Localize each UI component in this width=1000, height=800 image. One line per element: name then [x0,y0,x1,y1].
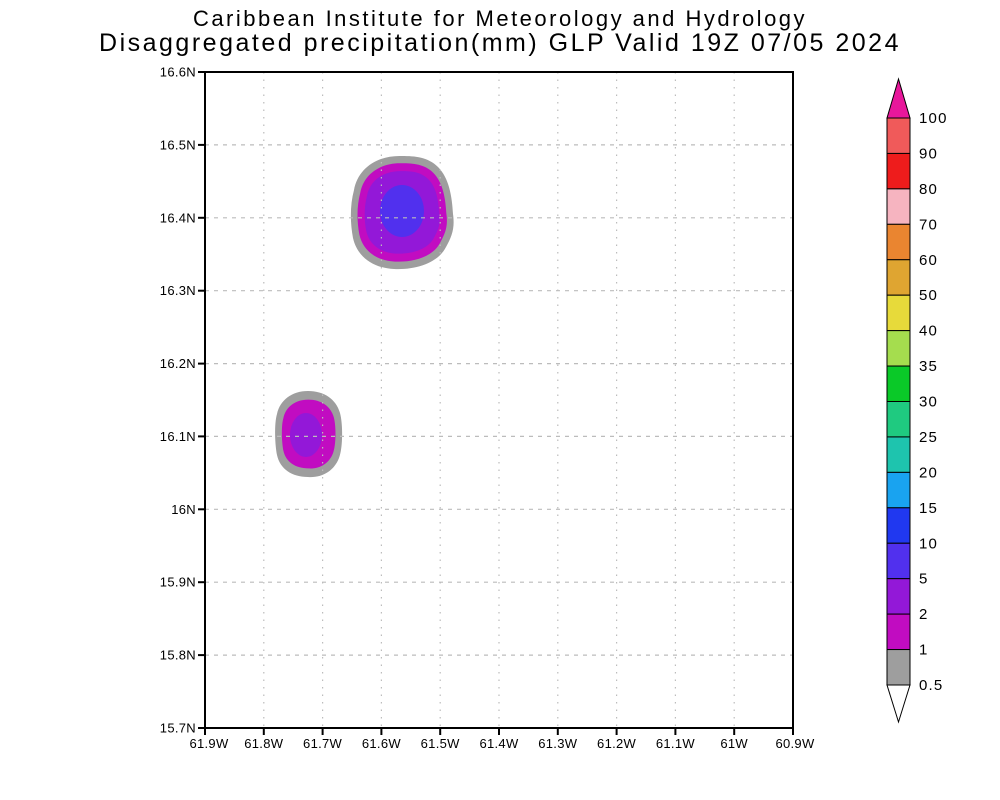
colorbar-segment [886,507,911,544]
chart-title: Caribbean Institute for Meteorology and … [192,6,808,31]
colorbar-segment [886,613,911,651]
colorbar-label: 5 [919,571,929,588]
contour-5mm [380,185,424,237]
precip-cell-north [350,155,454,270]
colorbar-arrow-below [886,684,911,724]
lon-tick-label: 61.2W [597,736,637,751]
lon-tick-label: 61.4W [479,736,519,751]
colorbar-segment [886,436,911,473]
colorbar-labels: 100 90 80 70 60 50 40 35 30 25 20 15 10 … [919,110,948,694]
colorbar-label: 2 [919,606,929,623]
colorbar-segment [886,188,911,225]
lon-tick-label: 60.9W [775,736,815,751]
colorbar-segment [886,259,911,296]
lat-tick-label: 16N [171,502,196,517]
axis-ticks [198,71,794,735]
colorbar-label: 90 [919,145,938,162]
contour-2mm [290,413,322,457]
grid-lines [205,72,793,728]
colorbar-label: 10 [919,535,938,552]
lon-axis-labels: 61.9W 61.8W 61.7W 61.6W 61.5W 61.4W 61.3… [189,736,815,751]
colorbar-segment [886,117,911,154]
chart-subtitle: Disaggregated precipitation(mm) GLP Vali… [99,29,901,57]
lon-tick-label: 61.6W [362,736,402,751]
colorbar-arrow-above [886,77,911,119]
colorbar-segment [886,294,911,332]
colorbar [886,77,911,724]
colorbar-label: 20 [919,464,938,481]
lat-tick-label: 16.5N [160,137,196,152]
colorbar-segment [886,365,911,402]
lon-tick-label: 61.8W [244,736,284,751]
lat-tick-label: 16.1N [160,429,196,444]
colorbar-segment [886,330,911,367]
colorbar-label: 50 [919,287,938,304]
colorbar-segment [886,578,911,615]
colorbar-label: 25 [919,429,938,446]
colorbar-label: 80 [919,181,938,198]
lat-tick-label: 15.8N [160,648,196,663]
precip-cell-south [275,391,343,478]
colorbar-label: 0.5 [919,677,943,694]
lon-tick-label: 61.7W [303,736,343,751]
colorbar-segment [886,471,911,509]
colorbar-segment [886,152,911,190]
lon-tick-label: 61.3W [538,736,578,751]
colorbar-label: 40 [919,323,938,340]
colorbar-label: 35 [919,358,938,375]
lat-tick-label: 16.4N [160,210,196,225]
lat-tick-label: 15.9N [160,575,196,590]
lat-tick-label: 15.7N [160,721,196,736]
lon-tick-label: 61.1W [656,736,696,751]
colorbar-label: 30 [919,394,938,411]
colorbar-label: 15 [919,500,938,517]
lat-axis-labels: 16.6N 16.5N 16.4N 16.3N 16.2N 16.1N 16N … [160,65,196,736]
lon-tick-label: 61.9W [189,736,229,751]
colorbar-segment [886,401,911,438]
colorbar-label: 60 [919,252,938,269]
colorbar-segment [886,649,911,686]
lon-tick-label: 61W [720,736,748,751]
colorbar-label: 1 [919,642,929,659]
colorbar-label: 70 [919,216,938,233]
colorbar-label: 100 [919,110,948,127]
lat-tick-label: 16.3N [160,283,196,298]
colorbar-segment [886,542,911,580]
colorbar-segment [886,223,911,261]
lon-tick-label: 61.5W [421,736,461,751]
lat-tick-label: 16.6N [160,65,196,80]
lat-tick-label: 16.2N [160,356,196,371]
